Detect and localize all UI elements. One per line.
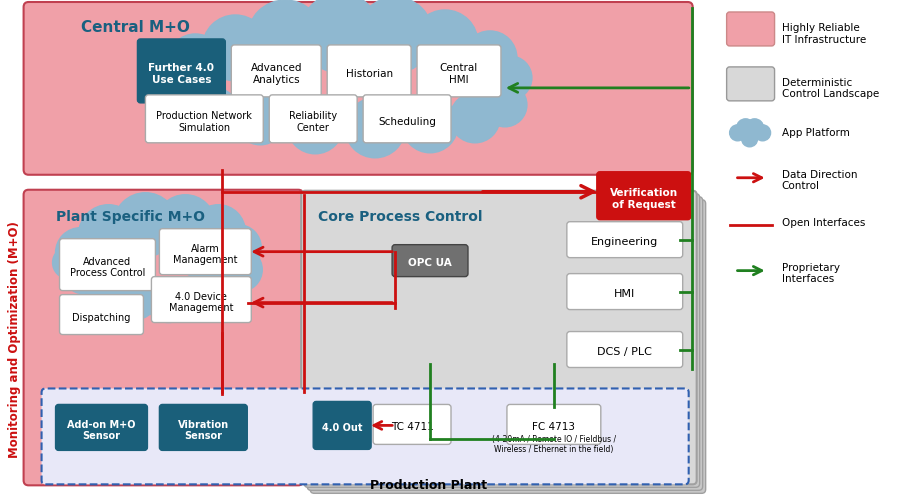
FancyBboxPatch shape (41, 388, 689, 484)
Text: 4.0 Device
Management: 4.0 Device Management (169, 292, 234, 313)
FancyBboxPatch shape (159, 229, 251, 275)
Text: Reliability
Center: Reliability Center (289, 111, 337, 132)
Circle shape (193, 88, 237, 132)
Text: Engineering: Engineering (591, 237, 659, 247)
FancyBboxPatch shape (301, 191, 697, 484)
Text: Core Process Control: Core Process Control (318, 210, 483, 224)
Circle shape (235, 95, 285, 145)
Text: Highly Reliable
IT Infrastructure: Highly Reliable IT Infrastructure (781, 23, 866, 45)
Text: Alarm
Management: Alarm Management (173, 244, 237, 265)
Text: App Platform: App Platform (781, 128, 849, 138)
Text: Production Plant: Production Plant (370, 479, 487, 493)
Circle shape (463, 31, 517, 85)
FancyBboxPatch shape (232, 45, 322, 97)
FancyBboxPatch shape (137, 39, 225, 103)
Text: 4.0 Out: 4.0 Out (322, 424, 363, 434)
Text: Dispatching: Dispatching (72, 312, 131, 322)
Text: DCS / PLC: DCS / PLC (597, 347, 652, 357)
Circle shape (166, 77, 205, 117)
Text: Advanced
Analytics: Advanced Analytics (250, 63, 302, 85)
Circle shape (56, 228, 105, 278)
Text: HMI: HMI (614, 289, 636, 299)
FancyBboxPatch shape (726, 12, 775, 46)
Circle shape (357, 0, 433, 73)
Text: Deterministic
Control Landscape: Deterministic Control Landscape (781, 78, 878, 100)
Text: Plant Specific M+O: Plant Specific M+O (56, 210, 204, 224)
Circle shape (202, 15, 268, 81)
Circle shape (79, 205, 138, 265)
FancyBboxPatch shape (567, 222, 682, 257)
Circle shape (730, 125, 746, 141)
Circle shape (450, 93, 500, 143)
Text: Scheduling: Scheduling (378, 117, 436, 127)
Circle shape (742, 131, 758, 147)
FancyBboxPatch shape (151, 277, 251, 322)
Circle shape (179, 273, 223, 316)
Circle shape (412, 10, 478, 76)
Text: Production Network
Simulation: Production Network Simulation (157, 111, 252, 132)
Circle shape (488, 56, 532, 100)
FancyBboxPatch shape (146, 95, 263, 143)
FancyBboxPatch shape (567, 274, 682, 310)
FancyBboxPatch shape (159, 404, 247, 450)
Text: (4-20mA / Remote IO / Fieldbus /
Wireless / Ethernet in the field): (4-20mA / Remote IO / Fieldbus / Wireles… (492, 434, 616, 454)
Text: Data Direction
Control: Data Direction Control (781, 170, 857, 191)
Circle shape (168, 34, 224, 90)
Circle shape (156, 60, 195, 100)
FancyBboxPatch shape (327, 45, 411, 97)
Text: Central M+O: Central M+O (81, 20, 190, 35)
FancyBboxPatch shape (269, 95, 357, 143)
Text: Vibration
Sensor: Vibration Sensor (178, 420, 229, 441)
Circle shape (736, 119, 755, 137)
Circle shape (746, 119, 764, 137)
FancyBboxPatch shape (24, 190, 303, 485)
Text: TC 4711: TC 4711 (391, 423, 433, 433)
FancyBboxPatch shape (311, 200, 705, 494)
Circle shape (755, 125, 770, 141)
Circle shape (218, 248, 262, 292)
FancyBboxPatch shape (392, 245, 468, 277)
Text: OPC UA: OPC UA (409, 257, 452, 268)
FancyBboxPatch shape (417, 45, 501, 97)
FancyBboxPatch shape (597, 172, 691, 220)
FancyBboxPatch shape (56, 404, 147, 450)
FancyBboxPatch shape (507, 404, 601, 444)
Circle shape (156, 195, 215, 254)
FancyBboxPatch shape (313, 401, 371, 449)
Text: Monitoring and Optimization (M+O): Monitoring and Optimization (M+O) (8, 221, 21, 458)
Circle shape (300, 0, 380, 73)
FancyBboxPatch shape (363, 95, 451, 143)
FancyBboxPatch shape (567, 331, 682, 368)
Text: Historian: Historian (345, 69, 393, 79)
Text: Central
HMI: Central HMI (440, 63, 478, 85)
Circle shape (114, 276, 158, 319)
FancyBboxPatch shape (726, 67, 775, 101)
FancyBboxPatch shape (304, 194, 700, 488)
Text: Add-on M+O
Sensor: Add-on M+O Sensor (67, 420, 136, 441)
FancyBboxPatch shape (60, 295, 144, 334)
Circle shape (345, 98, 405, 158)
FancyBboxPatch shape (24, 2, 692, 175)
Circle shape (146, 277, 191, 322)
FancyBboxPatch shape (60, 239, 156, 291)
Circle shape (483, 83, 527, 127)
Circle shape (64, 257, 101, 294)
Circle shape (402, 97, 458, 153)
Text: FC 4713: FC 4713 (532, 423, 575, 433)
Text: Verification
of Request: Verification of Request (610, 188, 678, 209)
Text: Proprietary
Interfaces: Proprietary Interfaces (781, 263, 840, 284)
Circle shape (203, 263, 247, 307)
Text: Open Interfaces: Open Interfaces (781, 218, 865, 228)
Circle shape (52, 247, 84, 279)
Text: Further 4.0
Use Cases: Further 4.0 Use Cases (148, 63, 214, 85)
Circle shape (247, 0, 323, 76)
Circle shape (288, 98, 344, 154)
Circle shape (191, 205, 245, 258)
FancyBboxPatch shape (307, 197, 703, 491)
Text: Advanced
Process Control: Advanced Process Control (70, 257, 145, 278)
Circle shape (114, 193, 178, 256)
Circle shape (215, 225, 261, 271)
Circle shape (85, 270, 125, 310)
FancyBboxPatch shape (373, 404, 451, 444)
